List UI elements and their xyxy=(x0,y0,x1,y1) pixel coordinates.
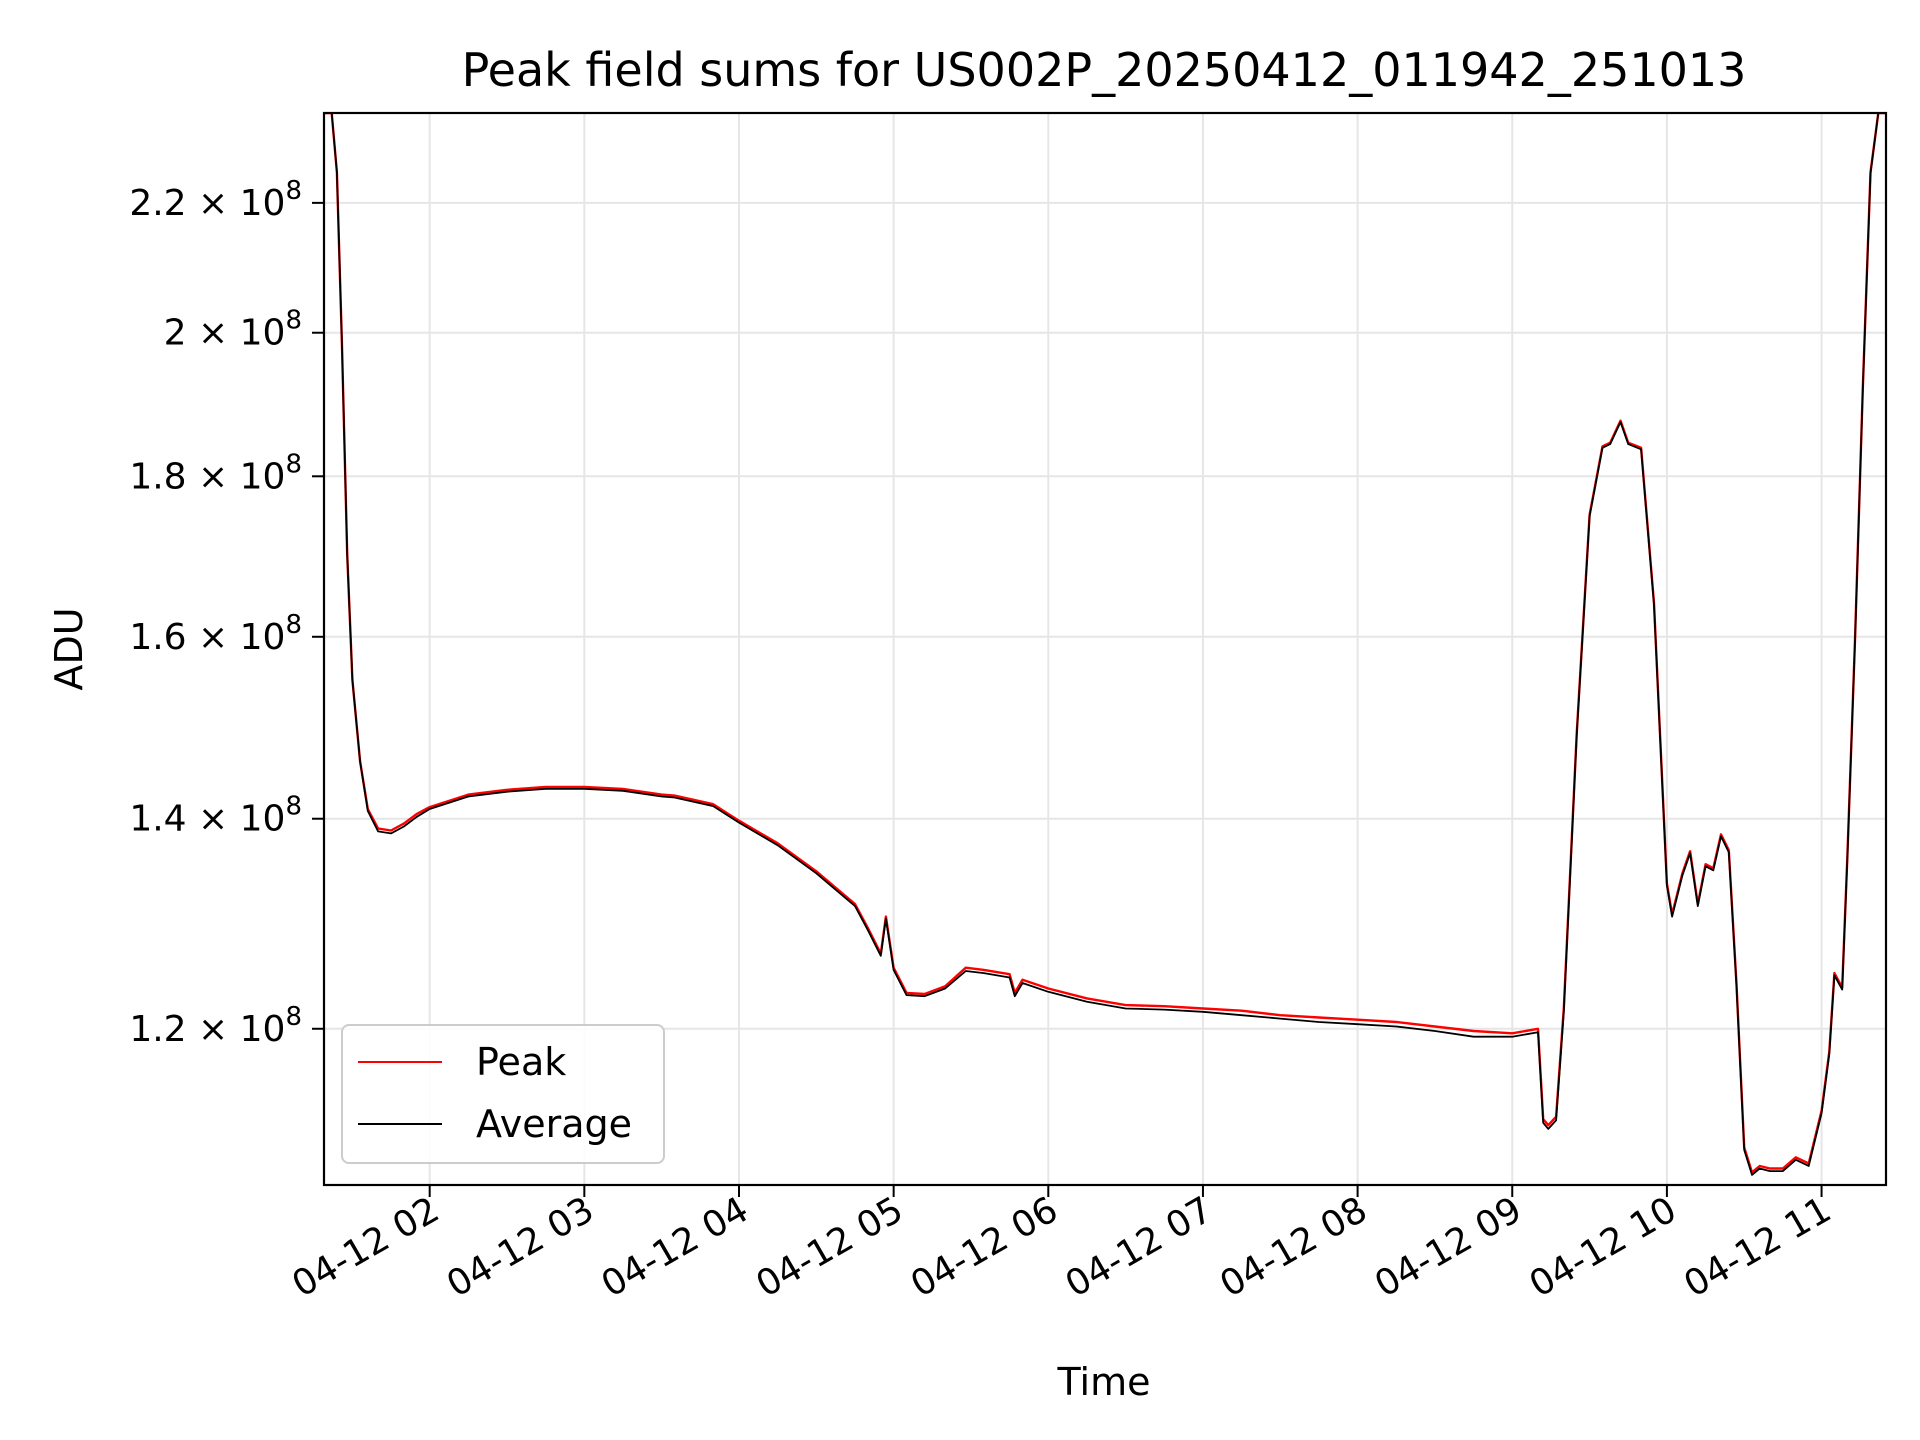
y-tick-label: 1.8 × 108 xyxy=(129,449,302,497)
y-tick-mantissa: 2.2 xyxy=(129,183,186,224)
x-axis-label: Time xyxy=(1057,1360,1151,1404)
y-tick-times: × xyxy=(187,799,240,840)
y-tick-base: 10 xyxy=(240,799,286,840)
y-tick-mantissa: 1.4 xyxy=(129,799,186,840)
plot-frame xyxy=(322,111,1888,1187)
y-tick-mantissa: 2 xyxy=(164,313,187,354)
y-tick-exponent: 8 xyxy=(285,449,302,479)
y-tick-label: 2 × 108 xyxy=(164,306,302,354)
y-tick-label: 2.2 × 108 xyxy=(129,176,302,224)
y-axis-label: ADU xyxy=(47,607,91,690)
legend-label-peak: Peak xyxy=(476,1040,566,1084)
y-tick-mantissa: 1.8 xyxy=(129,456,186,497)
grid xyxy=(324,113,1886,1185)
y-tick-exponent: 8 xyxy=(285,792,302,822)
y-tick-base: 10 xyxy=(240,1009,286,1050)
legend-label-average: Average xyxy=(476,1102,632,1146)
y-tick-mantissa: 1.2 xyxy=(129,1009,186,1050)
y-tick-exponent: 8 xyxy=(285,306,302,336)
y-tick-base: 10 xyxy=(240,456,286,497)
series-layer xyxy=(324,113,1886,1176)
y-tick-label: 1.4 × 108 xyxy=(129,792,302,840)
series-line-average xyxy=(324,113,1886,1176)
legend: Peak Average xyxy=(341,1024,665,1164)
chart-title: Peak field sums for US002P_20250412_0119… xyxy=(462,43,1747,97)
y-tick-base: 10 xyxy=(240,313,286,354)
y-tick-label: 1.2 × 108 xyxy=(129,1002,302,1050)
y-tick-base: 10 xyxy=(240,183,286,224)
y-tick-exponent: 8 xyxy=(285,176,302,206)
y-tick-times: × xyxy=(187,183,240,224)
y-tick-base: 10 xyxy=(240,617,286,658)
y-tick-times: × xyxy=(187,617,240,658)
y-tick-label: 1.6 × 108 xyxy=(129,610,302,658)
legend-box xyxy=(341,1024,665,1164)
y-tick-exponent: 8 xyxy=(285,1002,302,1032)
series-line-peak xyxy=(324,113,1886,1174)
y-tick-exponent: 8 xyxy=(285,610,302,640)
y-tick-mantissa: 1.6 xyxy=(129,617,186,658)
y-tick-times: × xyxy=(187,313,240,354)
y-tick-times: × xyxy=(187,456,240,497)
y-tick-times: × xyxy=(187,1009,240,1050)
